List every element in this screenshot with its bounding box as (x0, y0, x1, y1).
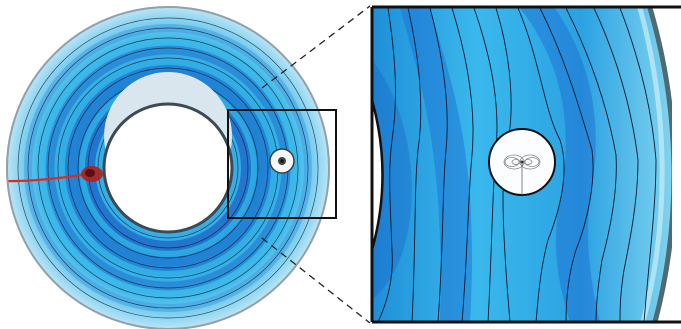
dye-streak (7, 172, 91, 183)
inner-wall (372, 99, 384, 251)
zoom-connector-lines (261, 5, 371, 324)
zoom-obstacle-disk (488, 128, 556, 196)
zoom-streamlines (377, 8, 657, 322)
outer-wall (647, 8, 672, 322)
zoomed-detail-photo (370, 5, 681, 324)
inner-cylinder (102, 102, 234, 234)
zoom-box (227, 109, 337, 219)
annulus-photo (6, 6, 337, 329)
obstacle-disk (269, 148, 295, 174)
